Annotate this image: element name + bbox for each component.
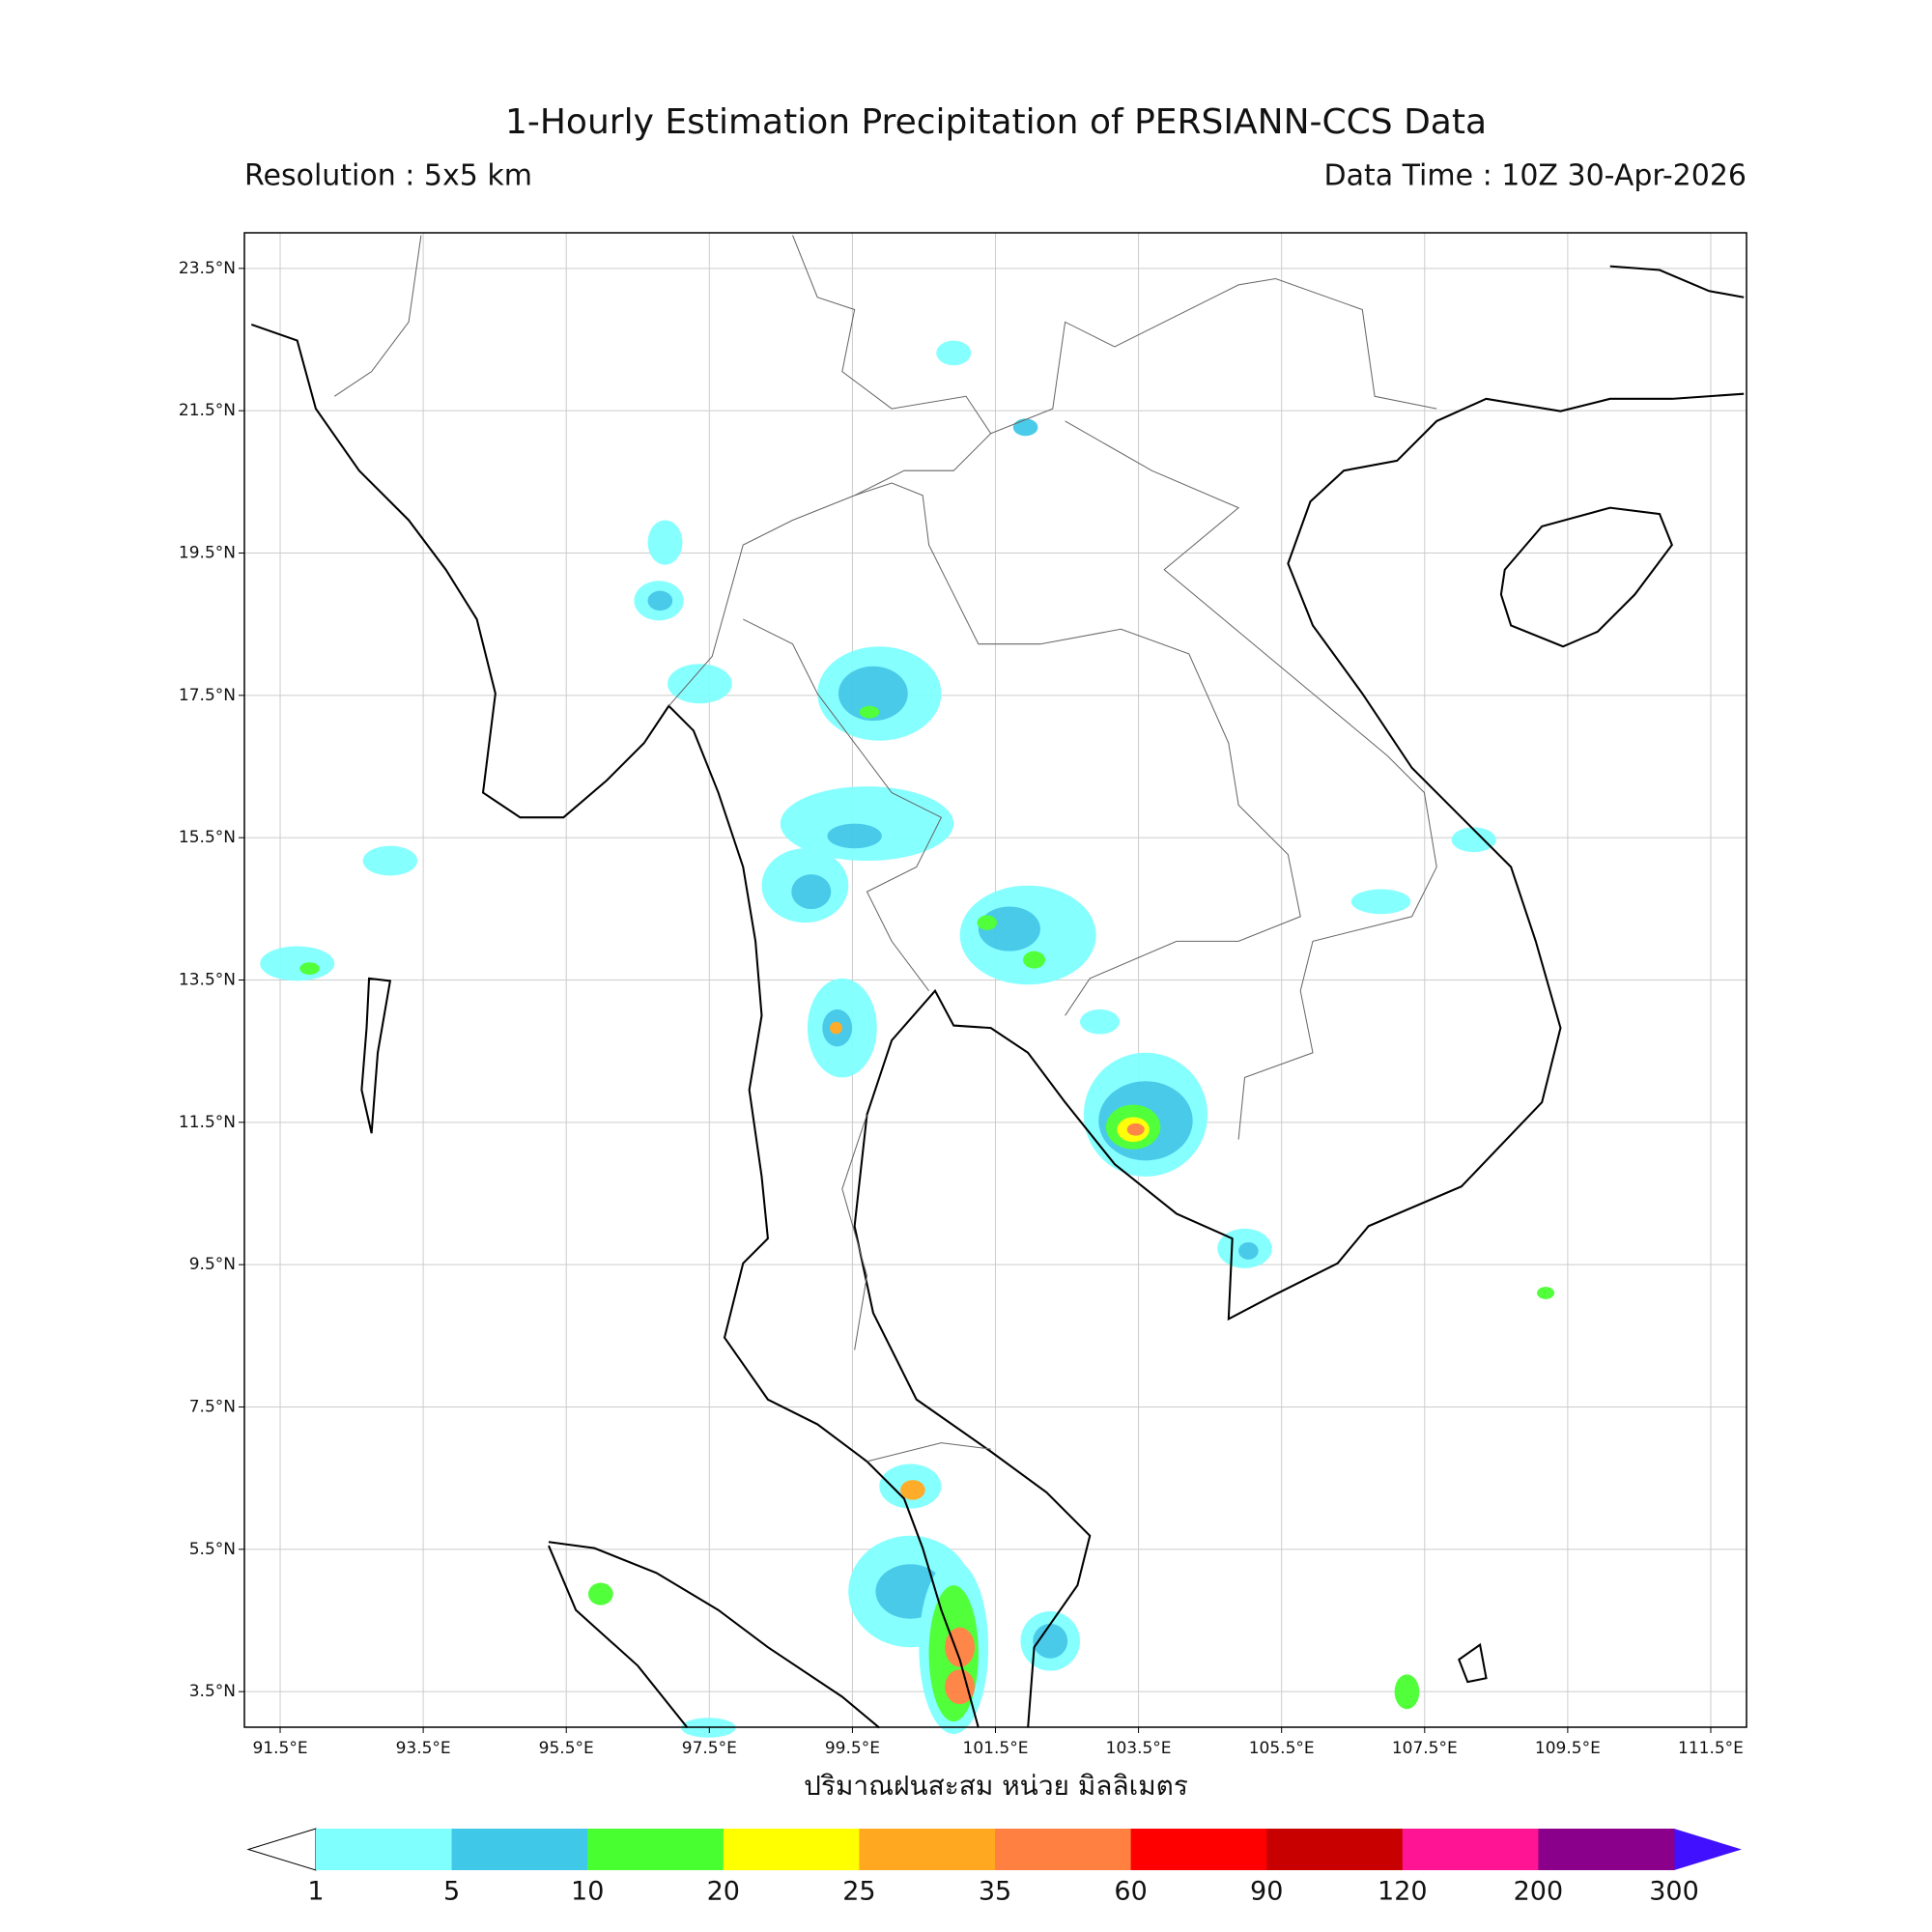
coastlines bbox=[250, 265, 1745, 1729]
data-time: Data Time : 10Z 30-Apr-2026 bbox=[1323, 159, 1747, 193]
lon-tick-label: 95.5°E bbox=[539, 1739, 594, 1758]
lat-tick-label: 3.5°N bbox=[189, 1682, 236, 1701]
grid bbox=[244, 233, 1747, 1727]
colorbar-swatch bbox=[1538, 1829, 1675, 1870]
lon-tick-label: 107.5°E bbox=[1392, 1739, 1458, 1758]
ticks: 91.5°E 93.5°E 95.5°E 97.5°E 99.5°E 101.5°E 103… bbox=[179, 259, 1744, 1758]
lon-tick-label: 105.5°E bbox=[1249, 1739, 1315, 1758]
colorbar-tick-label: 10 bbox=[571, 1877, 604, 1907]
lat-tick-label: 19.5°N bbox=[179, 544, 236, 563]
colorbar-tick-label: 5 bbox=[443, 1877, 460, 1907]
lon-tick-label: 91.5°E bbox=[252, 1739, 307, 1758]
lat-tick-label: 17.5°N bbox=[179, 686, 236, 705]
lon-tick-label: 93.5°E bbox=[396, 1739, 451, 1758]
colorbar-tick-label: 120 bbox=[1378, 1877, 1428, 1907]
colorbar-swatch bbox=[1266, 1829, 1404, 1870]
colorbar-tick-label: 25 bbox=[842, 1877, 875, 1907]
lon-tick-label: 109.5°E bbox=[1535, 1739, 1601, 1758]
colorbar-swatch bbox=[587, 1829, 724, 1870]
colorbar-swatch bbox=[723, 1829, 860, 1870]
colorbar-tick-label: 200 bbox=[1514, 1877, 1564, 1907]
resolution: Resolution : 5x5 km bbox=[244, 159, 532, 193]
title: 1-Hourly Estimation Precipitation of PER… bbox=[505, 102, 1487, 142]
colorbar-tick-label: 1 bbox=[307, 1877, 324, 1907]
lat-tick-label: 9.5°N bbox=[189, 1255, 236, 1274]
lon-tick-label: 111.5°E bbox=[1678, 1739, 1744, 1758]
colorbar-swatch bbox=[451, 1829, 588, 1870]
colorbar-swatch bbox=[995, 1829, 1132, 1870]
colorbar-swatch bbox=[316, 1829, 453, 1870]
colorbar-swatch bbox=[1402, 1829, 1539, 1870]
colorbar-tick-label: 20 bbox=[707, 1877, 740, 1907]
colorbar-under bbox=[246, 1828, 317, 1871]
borders bbox=[333, 235, 1437, 1463]
lat-tick-label: 11.5°N bbox=[179, 1113, 236, 1132]
lat-tick-label: 21.5°N bbox=[179, 401, 236, 420]
colorbar-swatch bbox=[859, 1829, 996, 1870]
lon-tick-label: 103.5°E bbox=[1106, 1739, 1172, 1758]
colorbar-tick-label: 35 bbox=[979, 1877, 1011, 1907]
colorbar: 1 5 10 20 25 35 60 90 120 200 300 bbox=[246, 1828, 1742, 1907]
map-layer bbox=[250, 235, 1745, 1738]
lon-tick-label: 97.5°E bbox=[682, 1739, 737, 1758]
colorbar-tick-label: 90 bbox=[1250, 1877, 1283, 1907]
lat-tick-label: 23.5°N bbox=[179, 259, 236, 278]
colorbar-tick-label: 300 bbox=[1649, 1877, 1699, 1907]
lon-tick-label: 99.5°E bbox=[825, 1739, 880, 1758]
rain-cells bbox=[260, 340, 1555, 1738]
lat-tick-label: 13.5°N bbox=[179, 971, 236, 990]
lat-tick-label: 5.5°N bbox=[189, 1540, 236, 1559]
lon-tick-label: 101.5°E bbox=[963, 1739, 1029, 1758]
lat-tick-label: 7.5°N bbox=[189, 1398, 236, 1417]
colorbar-label: ปริมาณฝนสะสม หน่วย มิลลิเมตร bbox=[804, 1770, 1188, 1802]
colorbar-over bbox=[1674, 1829, 1742, 1870]
colorbar-swatch bbox=[1130, 1829, 1267, 1870]
colorbar-tick-label: 60 bbox=[1114, 1877, 1147, 1907]
lat-tick-label: 15.5°N bbox=[179, 828, 236, 847]
